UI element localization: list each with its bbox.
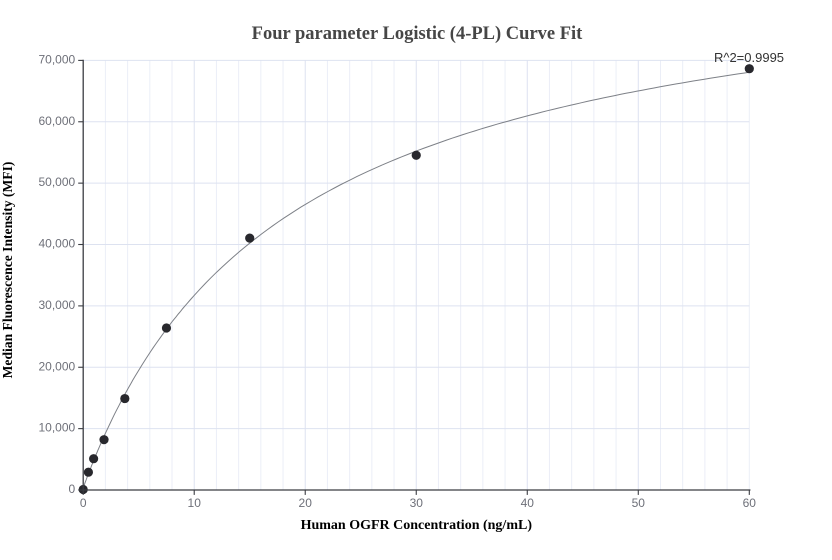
svg-text:50: 50 — [632, 496, 646, 510]
svg-text:50,000: 50,000 — [38, 175, 75, 189]
svg-text:40,000: 40,000 — [38, 237, 75, 251]
svg-text:0: 0 — [69, 482, 76, 496]
svg-text:20: 20 — [299, 496, 313, 510]
svg-text:0: 0 — [80, 496, 87, 510]
svg-text:20,000: 20,000 — [38, 359, 75, 373]
svg-text:40: 40 — [521, 496, 535, 510]
svg-text:70,000: 70,000 — [38, 53, 75, 67]
svg-text:R^2=0.9995: R^2=0.9995 — [714, 50, 784, 65]
svg-text:30,000: 30,000 — [38, 298, 75, 312]
svg-text:10: 10 — [188, 496, 202, 510]
svg-text:10,000: 10,000 — [38, 421, 75, 435]
svg-text:60,000: 60,000 — [38, 114, 75, 128]
svg-text:60: 60 — [743, 496, 757, 510]
svg-text:Median Fluorescence Intensity: Median Fluorescence Intensity (MFI) — [0, 162, 16, 379]
svg-text:Four parameter Logistic (4-PL): Four parameter Logistic (4-PL) Curve Fit — [252, 24, 584, 44]
svg-text:30: 30 — [410, 496, 424, 510]
svg-text:Human OGFR Concentration (ng/m: Human OGFR Concentration (ng/mL) — [301, 518, 533, 533]
